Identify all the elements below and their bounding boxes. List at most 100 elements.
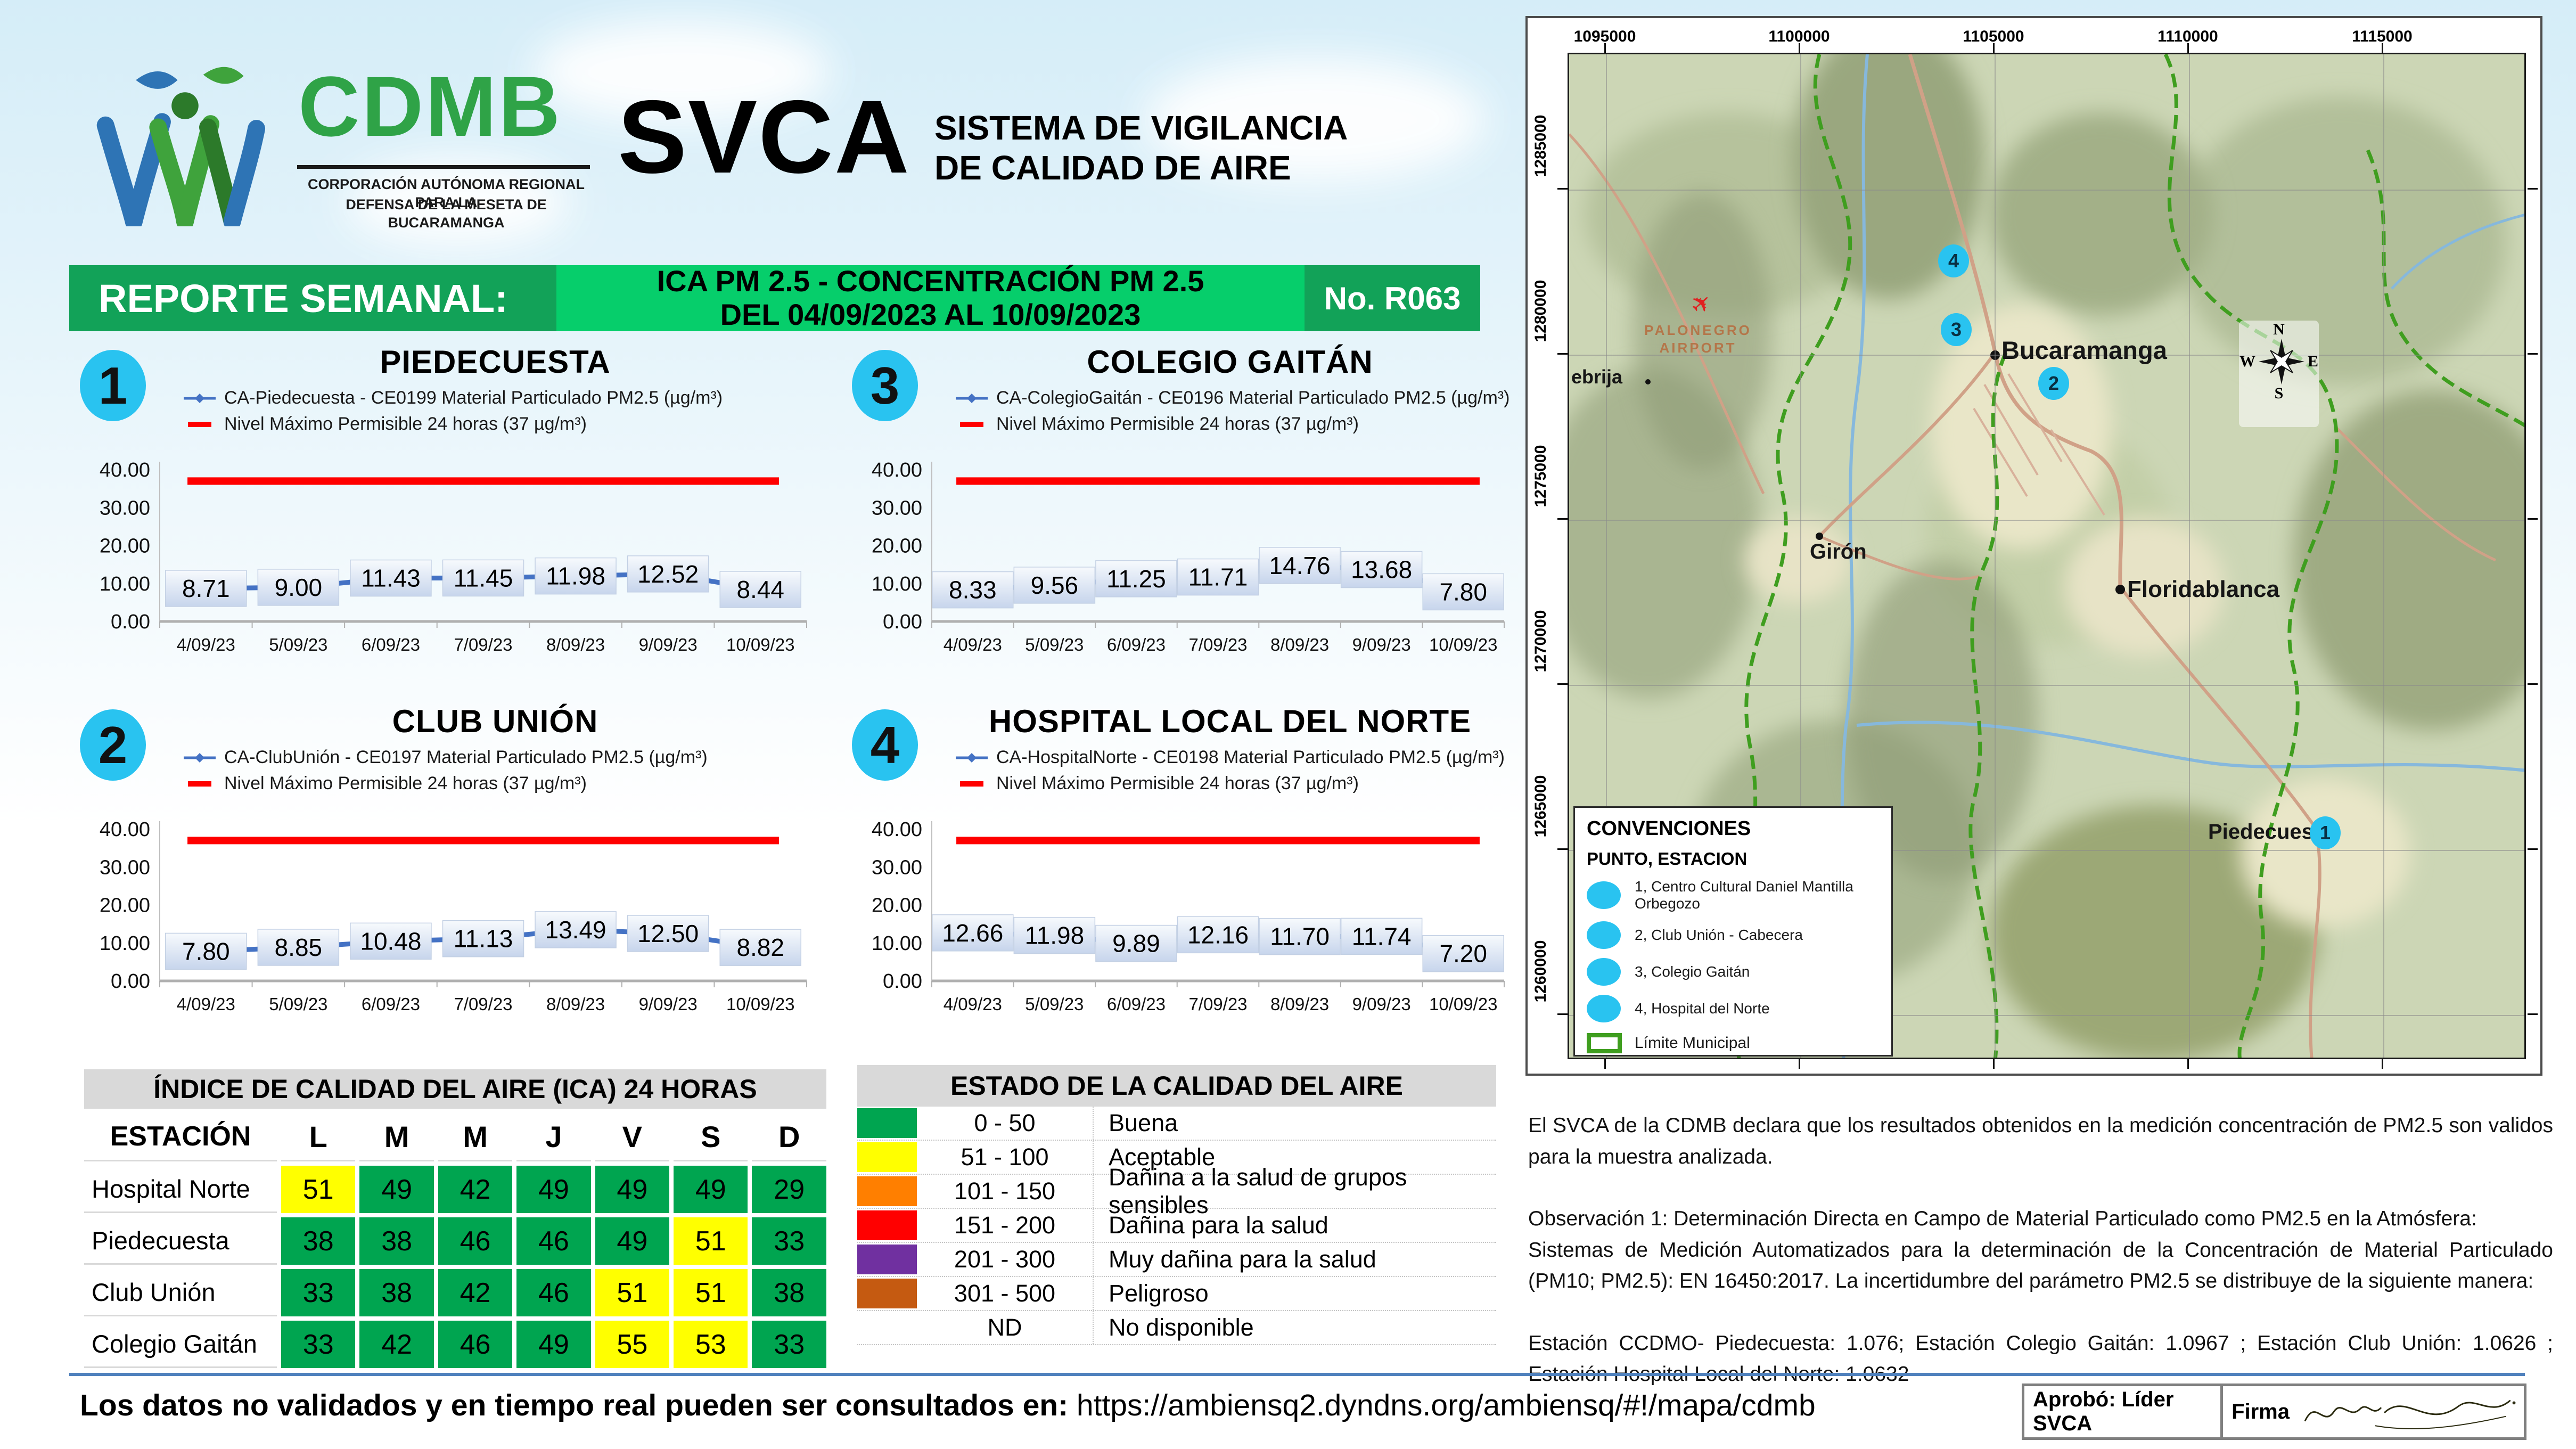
signature-label: Firma	[2232, 1399, 2290, 1423]
svg-text:7.80: 7.80	[1439, 578, 1487, 605]
estado-row: 0 - 50 Buena	[857, 1107, 1496, 1141]
svg-text:8/09/23: 8/09/23	[546, 635, 605, 654]
ica-day-header: J	[516, 1113, 591, 1161]
chart-title: HOSPITAL LOCAL DEL NORTE	[988, 703, 1472, 739]
note-uncertainty: Estación CCDMO- Piedecuesta: 1.076; Esta…	[1528, 1331, 2553, 1386]
chart-number-badge: 2	[80, 709, 146, 781]
map-tick	[2187, 1059, 2189, 1069]
map-tick	[2187, 43, 2189, 53]
ica-value-cell: 53	[674, 1321, 748, 1368]
signature-image	[2304, 1400, 2516, 1429]
svg-text:5/09/23: 5/09/23	[1025, 635, 1084, 654]
svg-text:8/09/23: 8/09/23	[546, 994, 605, 1014]
svg-text:11.70: 11.70	[1270, 923, 1330, 951]
map-terrain	[1569, 54, 2524, 1058]
footer-url[interactable]: https://ambiensq2.dyndns.org/ambiensq/#!…	[1076, 1388, 1816, 1422]
map-tick	[1557, 683, 1568, 685]
series-line-icon	[956, 393, 988, 403]
estado-table: ESTADO DE LA CALIDAD DEL AIRE 0 - 50 Buen…	[857, 1065, 1496, 1345]
svg-text:7/09/23: 7/09/23	[454, 635, 512, 654]
chart-number-badge: 1	[80, 350, 146, 421]
station-point-icon	[1587, 995, 1621, 1022]
map-coordinate-label: 1095000	[1573, 28, 1636, 45]
ica-value-cell: 38	[281, 1217, 356, 1265]
station-point-icon	[1587, 958, 1621, 986]
estado-color-swatch	[857, 1245, 917, 1274]
org-acronym: CDMB	[298, 59, 562, 154]
map-tick	[2382, 1059, 2383, 1069]
system-acronym: SVCA	[618, 79, 910, 195]
compass-rose: N W E S	[2239, 321, 2319, 427]
svg-text:8/09/23: 8/09/23	[1270, 635, 1329, 654]
chart-limit-label: Nivel Máximo Permisible 24 horas (37 µg/…	[996, 773, 1359, 793]
ica-value-cell: 55	[595, 1321, 670, 1368]
map-coordinate-label: 1260000	[1532, 940, 1549, 1003]
chart-limit-label: Nivel Máximo Permisible 24 horas (37 µg/…	[224, 414, 587, 434]
report-subject-line2: DEL 04/09/2023 AL 10/09/2023	[720, 298, 1141, 331]
map-tick	[2528, 518, 2538, 520]
svg-text:12.50: 12.50	[637, 920, 699, 947]
city-label-giron: Girón	[1810, 540, 1867, 563]
svg-text:6/09/23: 6/09/23	[362, 635, 420, 654]
svg-text:9/09/23: 9/09/23	[639, 994, 698, 1014]
ica-value-cell: 49	[516, 1166, 591, 1213]
estado-row: 201 - 300 Muy dañina para la salud	[857, 1243, 1496, 1277]
svg-text:10.00: 10.00	[100, 932, 150, 955]
system-name-line1: SISTEMA DE VIGILANCIA	[934, 109, 1348, 147]
chart-number-badge: 4	[852, 709, 918, 781]
ica-value-cell: 49	[674, 1166, 748, 1213]
report-type-banner: REPORTE SEMANAL:	[69, 265, 556, 331]
cloud-decoration	[532, 21, 831, 122]
ica-value-cell: 33	[752, 1217, 826, 1265]
svg-text:9/09/23: 9/09/23	[639, 635, 698, 654]
estado-label: No disponible	[1109, 1314, 1254, 1341]
ica-row: Piedecuesta 38 38 46 46 49 51 33	[84, 1217, 826, 1265]
estado-range: 151 - 200	[917, 1209, 1094, 1242]
map-tick	[1604, 43, 1606, 53]
limit-line-icon	[960, 421, 983, 427]
note-declaration: El SVCA de la CDMB declara que los resul…	[1528, 1114, 2553, 1168]
svg-text:10/09/23: 10/09/23	[1429, 635, 1497, 654]
chart-title: COLEGIO GAITÁN	[1087, 344, 1373, 380]
footer-consult-label: Los datos no validados y en tiempo real …	[80, 1388, 1069, 1422]
ica-value-cell: 49	[595, 1217, 670, 1265]
svg-text:5/09/23: 5/09/23	[1025, 994, 1084, 1014]
svg-text:12.16: 12.16	[1187, 921, 1249, 948]
ica-day-header: M	[359, 1113, 434, 1161]
compass-star-icon	[2258, 339, 2304, 384]
svg-text:9.89: 9.89	[1112, 930, 1160, 957]
estado-table-title: ESTADO DE LA CALIDAD DEL AIRE	[857, 1065, 1496, 1107]
map-coordinate-label: 1270000	[1532, 610, 1549, 673]
map-legend-item: 2, Club Unión - Cabecera	[1587, 921, 1880, 949]
report-subject-line1: ICA PM 2.5 - CONCENTRACIÓN PM 2.5	[657, 264, 1204, 298]
svg-text:10/09/23: 10/09/23	[726, 635, 794, 654]
chart-limit-label: Nivel Máximo Permisible 24 horas (37 µg/…	[996, 414, 1359, 434]
estado-label: Dañina a la salud de grupos sensibles	[1109, 1164, 1407, 1218]
report-subject-banner: ICA PM 2.5 - CONCENTRACIÓN PM 2.5 DEL 04…	[556, 265, 1305, 331]
svg-text:12.66: 12.66	[942, 919, 1003, 947]
svg-text:11.71: 11.71	[1188, 563, 1248, 591]
svg-text:40.00: 40.00	[872, 459, 922, 481]
svg-text:11.74: 11.74	[1352, 922, 1412, 950]
estado-range: 101 - 150	[917, 1175, 1094, 1208]
chart-plot: 40.00 30.00 20.00 10.00 0.00 8.33 9.56 11.25 11.…	[872, 459, 1505, 654]
svg-text:7.80: 7.80	[182, 937, 230, 965]
ica-value-cell: 51	[674, 1269, 748, 1316]
station-point-icon	[1587, 921, 1621, 949]
ica-row: Hospital Norte 51 49 42 49 49 49 29	[84, 1166, 826, 1213]
chart-plot: 40.00 30.00 20.00 10.00 0.00 8.71 9.00 11.43 11.…	[100, 459, 807, 654]
svg-text:10.48: 10.48	[360, 927, 421, 955]
map-tick	[1557, 353, 1568, 355]
cloud-decoration	[346, 160, 570, 245]
chart-plot-holder: 40.00 30.00 20.00 10.00 0.00 12.66 11.98 9.89 12…	[852, 797, 1528, 1029]
svg-text:7.20: 7.20	[1439, 940, 1487, 968]
city-label-lebrija-partial: ebrija	[1571, 366, 1623, 388]
ica-value-cell: 29	[752, 1166, 826, 1213]
map-tick	[2528, 848, 2538, 850]
svg-text:13.49: 13.49	[545, 916, 606, 944]
logo-underline	[297, 165, 590, 169]
chart-plot: 40.00 30.00 20.00 10.00 0.00 7.80 8.85 10.48 11.…	[100, 818, 807, 1014]
svg-text:30.00: 30.00	[872, 497, 922, 519]
svg-text:20.00: 20.00	[100, 535, 150, 558]
